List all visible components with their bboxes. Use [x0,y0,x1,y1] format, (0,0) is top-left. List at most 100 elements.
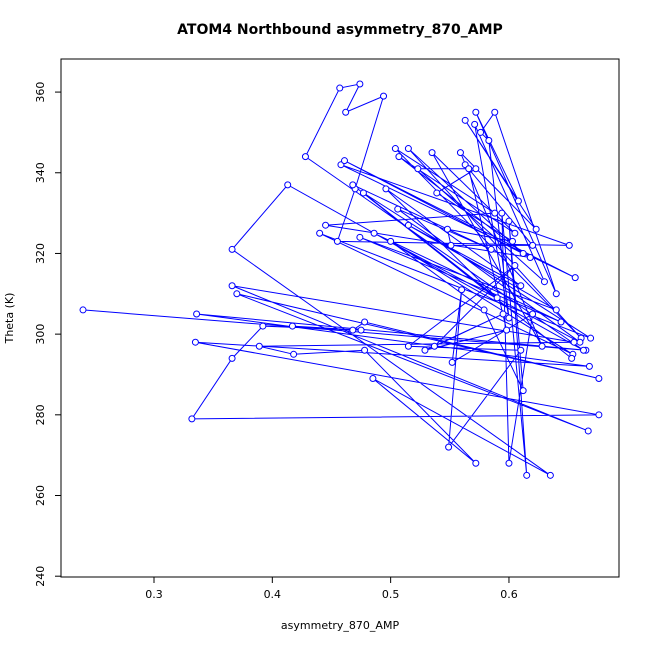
data-point [340,157,348,165]
data-point [580,346,588,354]
data-point [404,221,412,229]
data-point [461,116,469,124]
data-point [395,153,403,161]
data-point [493,294,501,302]
data-point [428,149,436,157]
chart-title: ATOM4 Northbound asymmetry_870_AMP [177,22,503,38]
data-point [421,346,429,354]
data-point [404,342,412,350]
plot-frame [60,58,620,578]
data-point [511,262,519,270]
data-point [568,354,576,362]
data-point [443,225,451,233]
data-point [361,318,369,326]
data-point [471,120,479,128]
data-point [349,181,357,189]
data-point [532,225,540,233]
data-point [357,326,365,334]
y-tick-label: 260 [34,485,47,506]
data-point [546,471,554,479]
y-tick-label: 300 [34,324,47,345]
data-point [255,342,263,350]
data-point [487,245,495,253]
data-point [491,209,499,217]
y-tick-label: 240 [34,566,47,587]
data-point [477,128,485,136]
data-point [505,314,513,322]
x-tick-label: 0.4 [264,588,282,601]
data-point [514,197,522,205]
x-tick-label: 0.3 [145,588,163,601]
data-point [540,278,548,286]
data-point [519,249,527,257]
data-point [349,326,357,334]
data-point [380,92,388,100]
data-point [361,346,369,354]
data-point [316,229,324,237]
data-point [565,241,573,249]
data-point [472,108,480,116]
data-point [447,241,455,249]
data-point [391,145,399,153]
data-point [342,108,350,116]
data-point [519,387,527,395]
data-point [485,136,493,144]
data-point [301,153,309,161]
data-point [472,165,480,173]
data-point [288,322,296,330]
data-point [188,415,196,423]
data-point [570,338,578,346]
data-point [370,229,378,237]
data-point [284,181,292,189]
data-point [356,80,364,88]
y-tick-label: 320 [34,243,47,264]
data-point [336,84,344,92]
data-point [472,459,480,467]
data-point [359,189,367,197]
y-tick-label: 360 [34,82,47,103]
data-point [480,306,488,314]
data-point [333,237,341,245]
data-point [587,334,595,342]
data-point [233,290,241,298]
data-point [491,108,499,116]
y-tick-label: 340 [34,162,47,183]
data-point [191,338,199,346]
data-point [511,229,519,237]
data-point [456,149,464,157]
data-point [571,274,579,282]
data-point [369,375,377,383]
x-tick-label: 0.5 [382,588,400,601]
data-point [356,233,364,241]
data-point [595,411,603,419]
data-point [523,471,531,479]
data-point [448,358,456,366]
y-tick-label: 280 [34,404,47,425]
data-point [394,205,402,213]
data-point [585,362,593,370]
data-point [79,306,87,314]
data-point [498,209,506,217]
data-line [82,83,600,476]
data-point [529,310,537,318]
data-point [322,221,330,229]
data-point [228,354,236,362]
data-point [526,253,534,261]
data-point [499,310,507,318]
data-point [430,342,438,350]
data-point [465,165,473,173]
x-tick-label: 0.6 [500,588,518,601]
data-point [595,375,603,383]
x-axis-label: asymmetry_870_AMP [281,619,400,632]
data-point [503,326,511,334]
data-point [458,286,466,294]
data-point [290,350,298,358]
y-axis-label: Theta (K) [3,293,16,345]
data-point [382,185,390,193]
data-point [509,237,517,245]
data-point [433,189,441,197]
data-point [552,306,560,314]
data-point [228,282,236,290]
data-point [414,165,422,173]
